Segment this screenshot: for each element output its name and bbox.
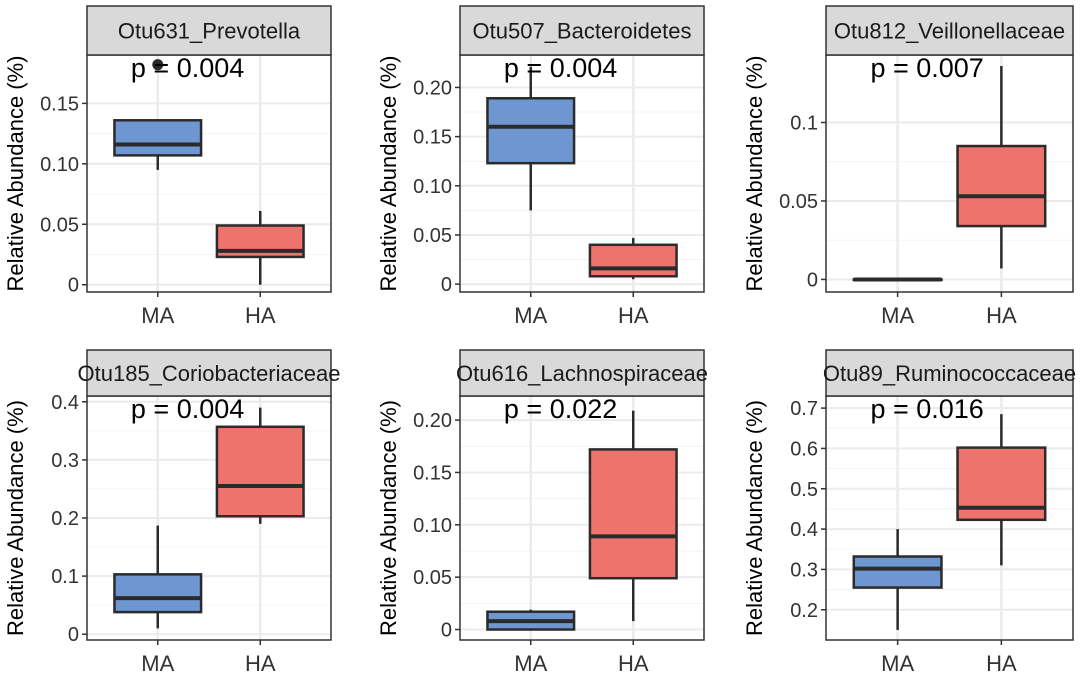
y-tick-label: 0.5 [790, 479, 818, 501]
outlier-point [152, 59, 164, 71]
y-tick-label: 0.4 [790, 519, 818, 541]
y-tick-label: 0.2 [790, 600, 818, 622]
p-value-annotation: p = 0.016 [870, 394, 983, 424]
y-tick-label: 0.05 [413, 567, 452, 589]
y-tick-label: 0.10 [40, 154, 79, 176]
y-tick-label: 0 [807, 269, 818, 291]
facet-title: Otu185_Coriobacteriaceae [78, 361, 341, 386]
box-HA [215, 407, 305, 524]
box-HA [956, 414, 1047, 566]
y-tick-label: 0.15 [40, 93, 79, 115]
y-tick-label: 0.6 [790, 438, 818, 460]
p-value-annotation: p = 0.004 [131, 394, 244, 424]
panel-6: 0.2 0.3 0.4 0.5 0.6 0.7Otu89_Ruminococcaceaep… [742, 349, 1076, 675]
x-tick-label: MA [141, 303, 174, 328]
x-tick-label: HA [245, 651, 276, 675]
y-tick-label: 0.4 [51, 392, 79, 414]
box-iqr [588, 448, 678, 580]
p-value-annotation: p = 0.022 [504, 394, 617, 424]
box-iqr [113, 119, 203, 157]
facet-strip [825, 349, 1074, 397]
box-HA [588, 237, 678, 280]
x-tick-label: MA [881, 303, 914, 328]
x-tick-label: MA [514, 303, 547, 328]
box-MA [113, 525, 203, 629]
box-iqr [113, 573, 203, 614]
y-tick-label: 0.2 [51, 508, 79, 530]
y-tick-label: 0.10 [413, 515, 452, 537]
y-tick-label: 0.15 [413, 462, 452, 484]
y-tick-label: 0.3 [51, 450, 79, 472]
facet-title: Otu507_Bacteroidetes [473, 19, 692, 44]
facet-strip [825, 5, 1074, 56]
facet-title: Otu616_Lachnospiraceae [456, 361, 708, 386]
y-tick-label: 0.10 [413, 176, 452, 198]
box-MA [852, 277, 943, 282]
y-tick-label: 0 [441, 620, 452, 642]
x-tick-label: MA [881, 651, 914, 675]
y-tick-label: 0.05 [40, 214, 79, 236]
panel-5: 0 0.05 0.10 0.15 0.20 Otu616_Lachnospiraceaep… [376, 349, 708, 675]
y-axis-title: Relative Abundance (%) [742, 400, 767, 636]
box-HA [956, 65, 1047, 269]
box-HA [215, 210, 305, 285]
y-tick-label: 0.05 [779, 191, 818, 213]
x-tick-label: HA [618, 651, 649, 675]
y-tick-label: 0.20 [413, 410, 452, 432]
box-iqr [956, 144, 1047, 228]
y-tick-label: 0.1 [51, 566, 79, 588]
y-tick-label: 0 [441, 274, 452, 296]
facet-title: Otu631_Prevotella [118, 19, 301, 44]
box-iqr [588, 243, 678, 278]
x-tick-label: MA [141, 651, 174, 675]
y-axis-title: Relative Abundance (%) [742, 55, 767, 291]
x-tick-label: MA [514, 651, 547, 675]
facet-title: Otu812_Veillonellaceae [834, 19, 1065, 44]
y-axis-title: Relative Abundance (%) [3, 55, 28, 291]
facet-strip [459, 5, 705, 56]
y-tick-label: 0.3 [790, 559, 818, 581]
y-tick-label: 0 [68, 624, 79, 646]
x-tick-label: HA [986, 651, 1017, 675]
y-tick-label: 0.7 [790, 398, 818, 420]
box-iqr [486, 97, 576, 165]
p-value-annotation: p = 0.004 [131, 53, 244, 83]
box-iqr [852, 555, 943, 589]
x-tick-label: HA [618, 303, 649, 328]
y-axis-title: Relative Abundance (%) [376, 55, 401, 291]
box-MA [486, 66, 576, 211]
y-tick-label: 0.1 [790, 112, 818, 134]
p-value-annotation: p = 0.007 [870, 53, 983, 83]
y-axis-title: Relative Abundance (%) [376, 400, 401, 636]
box-MA [852, 529, 943, 630]
box-MA [113, 59, 203, 170]
box-MA [486, 609, 576, 631]
facet-strip [459, 349, 705, 397]
y-tick-label: 0.05 [413, 225, 452, 247]
p-value-annotation: p = 0.004 [504, 53, 617, 83]
facet-strip [86, 349, 332, 397]
x-tick-label: HA [245, 303, 276, 328]
x-tick-label: HA [986, 303, 1017, 328]
y-tick-label: 0 [68, 275, 79, 297]
y-axis-title: Relative Abundance (%) [3, 400, 28, 636]
box-HA [588, 410, 678, 622]
box-iqr [215, 425, 305, 518]
facet-title: Otu89_Ruminococcaceae [823, 361, 1076, 386]
y-tick-label: 0.15 [413, 127, 452, 149]
facet-strip [86, 5, 332, 56]
y-tick-label: 0.20 [413, 77, 452, 99]
